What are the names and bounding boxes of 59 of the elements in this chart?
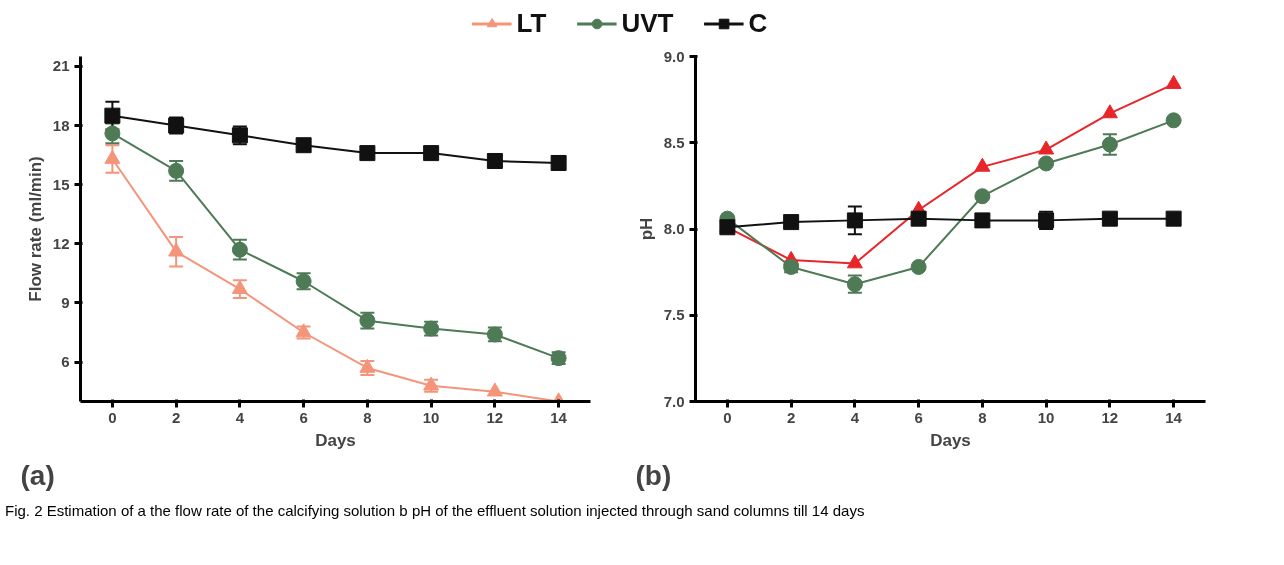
y-tick-label: 12 (52, 234, 70, 252)
point (1101, 104, 1118, 119)
y-tick-label: 9 (61, 293, 70, 311)
x-axis-title: Days (315, 430, 356, 450)
y-tick-label: 15 (52, 175, 70, 193)
y-tick-label: 6 (61, 353, 70, 371)
point (846, 212, 863, 229)
point (974, 157, 991, 172)
point (423, 145, 440, 162)
x-tick-label: 6 (299, 408, 308, 426)
point (486, 382, 503, 397)
point (231, 279, 248, 294)
point (1038, 155, 1055, 172)
point (783, 214, 800, 231)
y-axis-title: Flow rate (ml/min) (25, 156, 45, 302)
x-tick-label: 12 (1101, 408, 1119, 426)
x-tick-label: 12 (486, 408, 504, 426)
point (910, 258, 927, 275)
y-tick-label: 8.0 (663, 220, 685, 237)
point (1165, 74, 1182, 89)
x-tick-label: 4 (850, 408, 860, 426)
x-tick-label: 0 (108, 408, 117, 426)
point (974, 212, 991, 229)
point (168, 242, 185, 257)
x-tick-label: 0 (723, 408, 732, 426)
text: (a) (20, 459, 55, 491)
legend-label: C (748, 7, 769, 39)
point (359, 145, 376, 162)
point (1038, 140, 1055, 155)
x-tick-label: 2 (171, 408, 181, 426)
x-tick-label: 14 (1165, 408, 1183, 426)
y-tick-label: 7.5 (663, 306, 685, 324)
text: (b) (635, 459, 672, 491)
point (910, 210, 927, 227)
point (295, 137, 312, 154)
y-tick-label: 18 (52, 116, 70, 134)
point (104, 107, 121, 124)
x-tick-label: 2 (786, 408, 796, 426)
y-tick-label: 8.5 (663, 133, 685, 151)
x-tick-label: 8 (978, 408, 987, 426)
y-tick-label: 7.0 (663, 392, 685, 410)
x-axis-title: Days (930, 430, 971, 450)
legend-label: LT (516, 7, 547, 39)
point (1101, 210, 1118, 227)
y-axis-title: pH (636, 217, 656, 241)
x-tick-label: 6 (914, 408, 923, 426)
point (1165, 210, 1182, 227)
legend-label: UVT (621, 7, 674, 39)
x-tick-label: 4 (235, 408, 245, 426)
point (486, 152, 503, 169)
y-tick-label: 9.0 (663, 47, 685, 65)
point (1165, 112, 1182, 129)
x-tick-label: 14 (550, 408, 568, 426)
x-tick-label: 10 (1037, 408, 1055, 426)
caption: Fig. 2 Estimation of a the flow rate of the calcifying solution b pH of the effluent solution injected through sand columns till 14 days (5, 501, 865, 521)
x-tick-label: 8 (363, 408, 372, 426)
y-tick-label: 21 (52, 57, 70, 75)
x-tick-label: 10 (422, 408, 440, 426)
point (974, 188, 991, 205)
